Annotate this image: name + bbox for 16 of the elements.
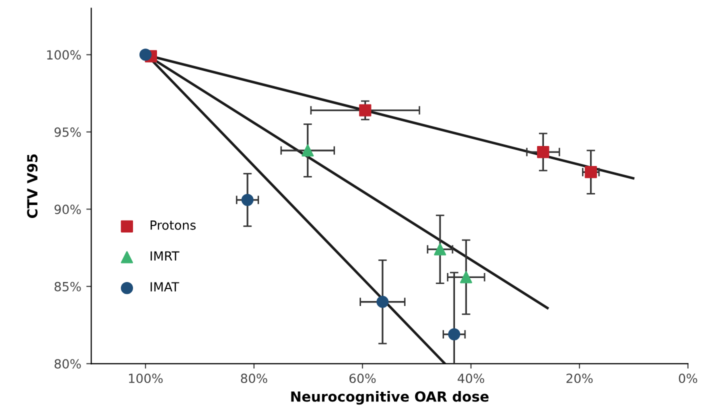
x-tick-label: 40%: [458, 374, 484, 384]
x-tick-label: 60%: [349, 374, 376, 384]
y-tick-label: 90%: [54, 204, 81, 214]
legend-label: IMAT: [150, 282, 180, 292]
y-axis-title: CTV V95: [27, 154, 38, 218]
y-tick-label: 100%: [47, 50, 81, 60]
x-tick-label: 0%: [678, 374, 698, 384]
legend-label: Protons: [150, 220, 196, 230]
y-tick-label: 80%: [54, 359, 81, 369]
x-tick-label: 20%: [566, 374, 593, 384]
legend-label: IMRT: [150, 251, 180, 261]
y-tick-label: 95%: [54, 127, 81, 137]
y-tick-label: 85%: [54, 282, 81, 292]
x-tick-label: 100%: [129, 374, 163, 384]
x-tick-label: 80%: [240, 374, 268, 384]
x-axis-title: Neurocognitive OAR dose: [291, 391, 489, 405]
